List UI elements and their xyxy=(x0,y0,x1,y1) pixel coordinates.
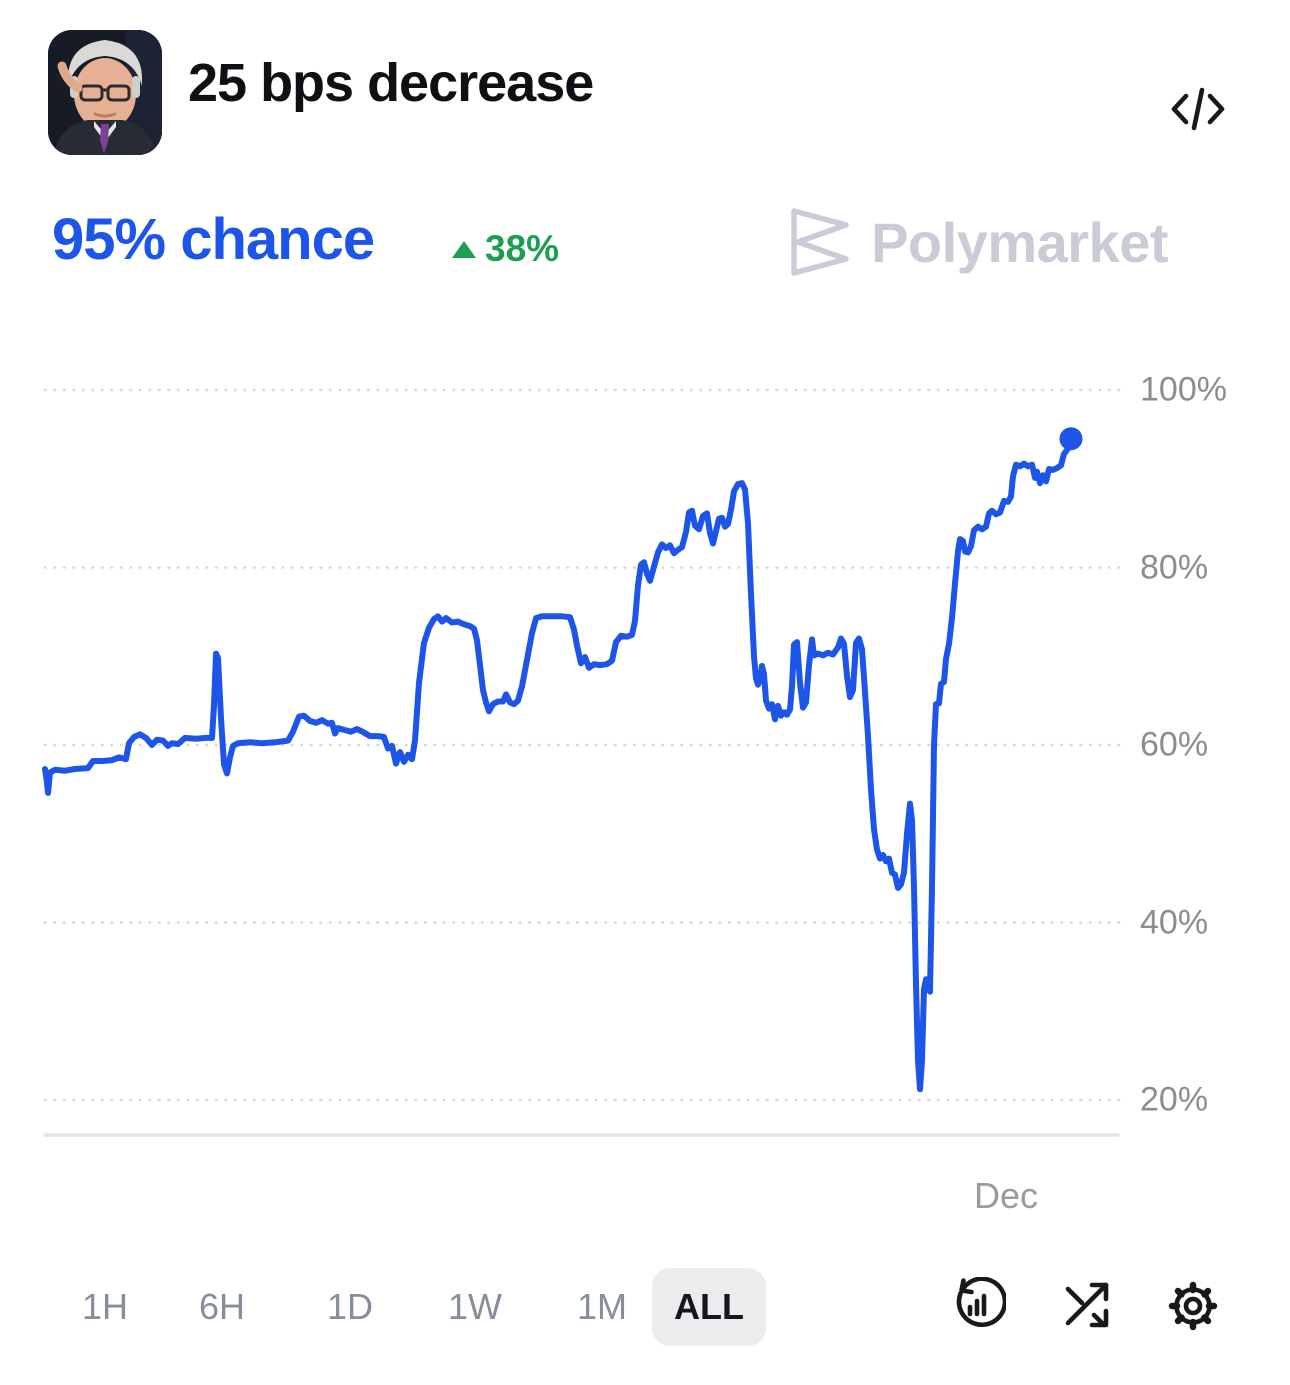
y-axis-label: 20% xyxy=(1140,1080,1209,1119)
y-axis-label: 80% xyxy=(1140,548,1209,586)
y-axis-label: 40% xyxy=(1140,903,1209,941)
shuffle-comparison-icon[interactable] xyxy=(1060,1277,1118,1335)
probability-delta-value: 38% xyxy=(485,228,560,269)
range-button-all[interactable]: ALL xyxy=(652,1268,766,1346)
polymarket-logo-icon xyxy=(791,208,849,276)
probability-delta: 38% xyxy=(452,228,559,270)
range-button-1d[interactable]: 1D xyxy=(312,1268,388,1346)
reload-chart-glyph xyxy=(956,1276,1008,1327)
polymarket-watermark: Polymarket xyxy=(789,206,1168,278)
gear-glyph xyxy=(1168,1281,1218,1331)
code-embed-icon[interactable] xyxy=(1166,80,1230,140)
range-button-1m[interactable]: 1M xyxy=(564,1268,640,1346)
settings-gear-icon[interactable] xyxy=(1164,1277,1222,1335)
code-embed-glyph xyxy=(1171,87,1225,130)
shuffle-glyph xyxy=(1065,1282,1109,1328)
x-axis-label: Dec xyxy=(973,1175,1039,1216)
range-button-6h[interactable]: 6H xyxy=(184,1268,260,1346)
market-title: 25 bps decrease xyxy=(188,53,594,113)
probability-line-series xyxy=(42,435,1074,1093)
latest-value-dot xyxy=(1059,427,1083,451)
probability-value: 95% chance xyxy=(52,207,375,272)
market-avatar xyxy=(48,30,162,155)
chart-canvas xyxy=(42,388,1124,1137)
jerome-powell-photo xyxy=(48,30,162,155)
y-axis-label: 100% xyxy=(1140,370,1227,409)
triangle-up-icon xyxy=(452,240,476,258)
polymarket-wordmark: Polymarket xyxy=(871,210,1168,274)
range-button-1w[interactable]: 1W xyxy=(437,1268,513,1346)
y-axis-label: 60% xyxy=(1140,725,1209,764)
range-button-1h[interactable]: 1H xyxy=(67,1268,143,1346)
reload-chart-icon[interactable] xyxy=(948,1276,1008,1335)
